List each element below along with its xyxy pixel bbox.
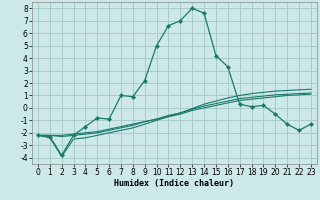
- X-axis label: Humidex (Indice chaleur): Humidex (Indice chaleur): [115, 179, 234, 188]
